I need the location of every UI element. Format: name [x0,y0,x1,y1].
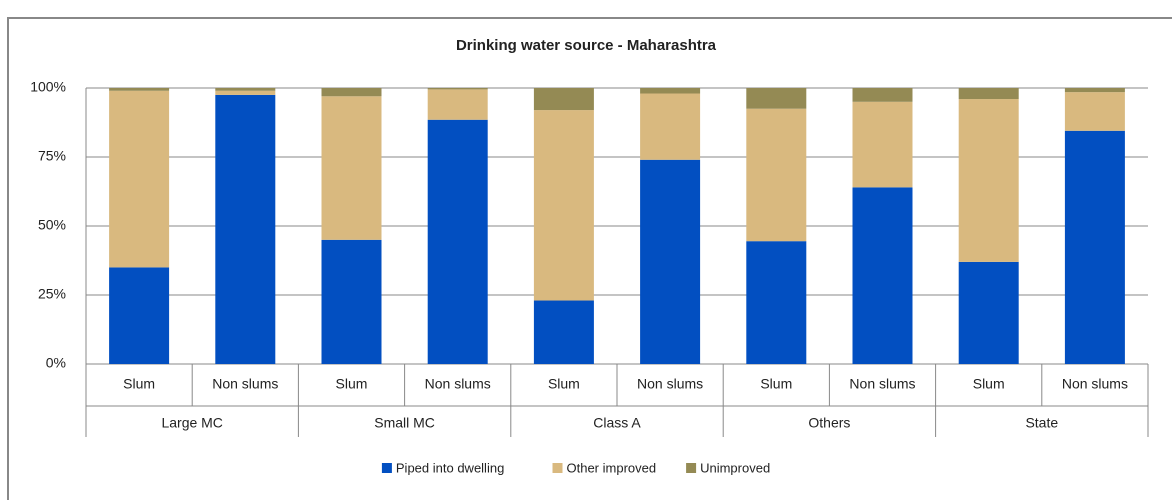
y-tick-label: 50% [38,217,66,233]
x-tick-label: Slum [973,376,1005,392]
bar-segment [215,94,276,365]
group-label: Large MC [161,415,222,431]
bar-segment [533,300,594,364]
chart-frame [7,17,1172,500]
y-tick-label: 100% [30,79,66,95]
bar-segment [427,119,488,365]
bar-segment [1064,130,1125,364]
group-label: Others [808,415,850,431]
bar-segment [427,88,488,90]
bar-segment [109,267,170,364]
bar-segment [321,96,382,240]
bar-segment [215,90,276,95]
bar-segment [852,101,913,188]
bar-segment [958,88,1019,100]
bar-segment [109,88,170,91]
bar-segment [746,241,807,364]
bar-segment [533,88,594,111]
legend-swatch [381,463,392,473]
bar-segment [640,159,701,364]
bar-segment [746,108,807,242]
x-tick-label: Non slums [849,376,915,392]
legend-label: Other improved [567,460,657,475]
x-tick-label: Slum [760,376,792,392]
x-tick-label: Non slums [425,376,491,392]
chart-title: Drinking water source - Maharashtra [456,37,717,54]
x-tick-label: Non slums [212,376,278,392]
x-tick-label: Non slums [637,376,703,392]
y-tick-label: 0% [46,355,66,371]
bar-segment [215,88,276,91]
legend-swatch [552,463,563,473]
y-tick-label: 25% [38,286,66,302]
bar-segment [321,88,382,97]
legend-label: Piped into dwelling [396,460,504,475]
bar-segment [1064,92,1125,131]
bar-segment [640,88,701,94]
bar-segment [533,110,594,301]
bar-segment [321,239,382,364]
legend-swatch [686,463,697,473]
bar-segment [958,261,1019,364]
bar-segment [746,88,807,109]
group-label: Small MC [374,415,435,431]
bar-segment [958,99,1019,262]
x-tick-label: Non slums [1062,376,1128,392]
legend-label: Unimproved [700,460,770,475]
bar-segment [427,89,488,120]
group-label: Class A [593,415,641,431]
x-tick-label: Slum [336,376,368,392]
bar-segment [852,88,913,102]
x-tick-label: Slum [123,376,155,392]
y-tick-label: 75% [38,148,66,164]
bar-segment [640,93,701,160]
x-tick-label: Slum [548,376,580,392]
bar-segment [852,187,913,364]
bar-segment [1064,88,1125,93]
bar-segment [109,90,170,268]
group-label: State [1025,415,1058,431]
